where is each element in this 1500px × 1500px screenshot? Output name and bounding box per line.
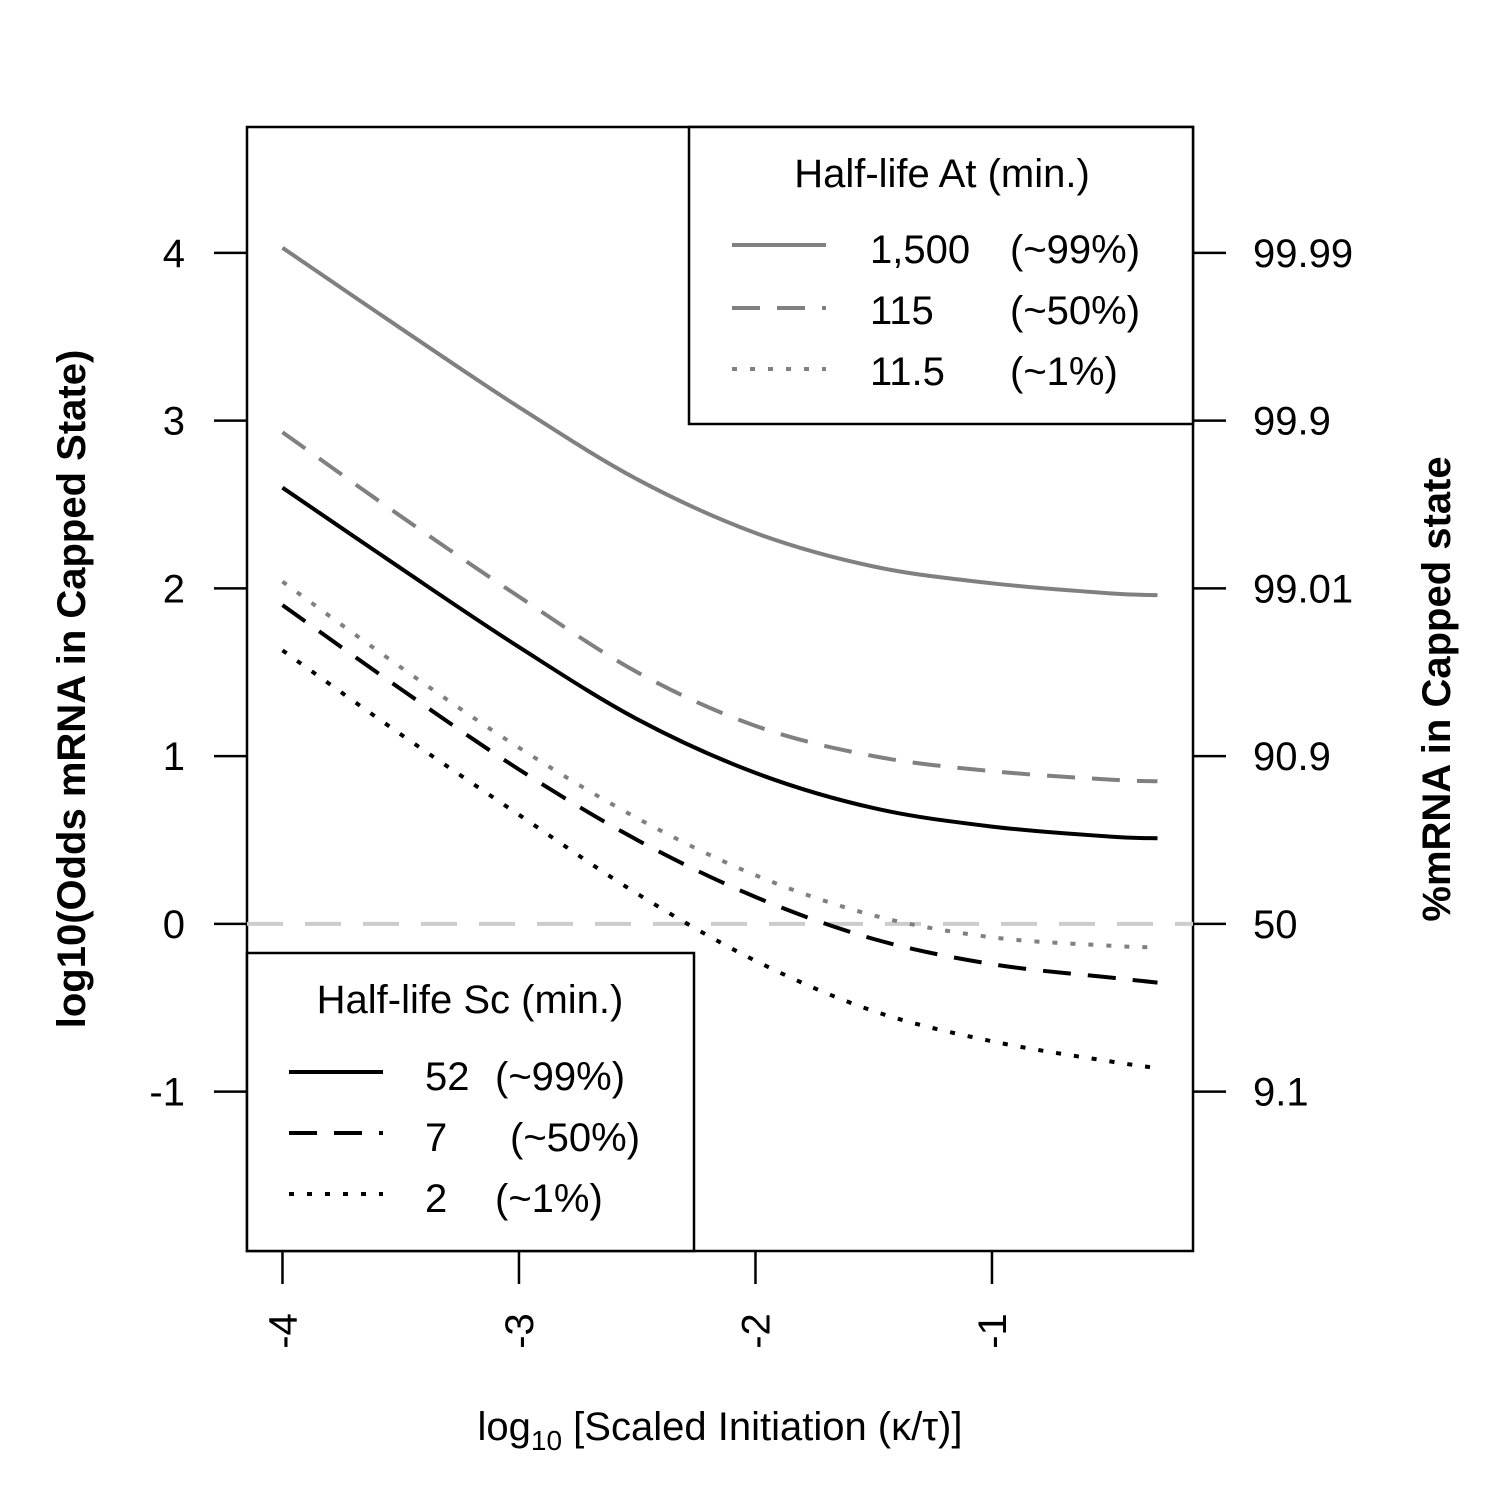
legend-sc-box [245,951,696,1253]
legend-at-box [687,125,1195,426]
legend-sc-value-1: 52 [425,1055,470,1099]
y2-tick-label: 90.9 [1253,735,1331,779]
legend-sc-pct-1: (~99%) [495,1055,625,1099]
legend-at-value-2: 115 [870,289,934,333]
y2-tick-label: 99.9 [1253,400,1331,444]
y2-tick-label: 99.99 [1253,232,1353,276]
series-group [281,246,1158,1071]
y2-tick-label: 9.1 [1253,1071,1309,1115]
legend-sc-value-3: 2 [425,1177,447,1221]
y-tick-label: 2 [163,567,185,611]
legend-at-title: Half-life At (min.) [794,152,1090,196]
y2-tick-label: 99.01 [1253,567,1353,611]
series-line-at-dashed [281,430,1158,784]
x-tick-label: -1 [971,1313,1015,1349]
legend-sc-title: Half-life Sc (min.) [317,978,624,1022]
x-axis-title: log10 [Scaled Initiation (κ/τ)] [478,1405,963,1456]
y-axis-left: -1 0 1 2 3 4 [149,232,247,1115]
x-tick-label: -2 [734,1313,778,1349]
y-tick-label: 3 [163,400,185,444]
legend-at-value-3: 11.5 [870,350,945,394]
y-tick-label: 0 [163,903,185,947]
y-tick-label: -1 [149,1071,185,1115]
y-axis-right: 9.1 50 90.9 99.01 99.9 99.99 [1193,232,1353,1115]
legend-at-pct-1: (~99%) [1010,228,1140,272]
x-axis: -4 -3 -2 -1 [261,1251,1015,1349]
series-line-at-solid [281,246,1158,598]
series-line-sc-dashed [281,603,1158,985]
series-line-sc-solid [281,486,1158,841]
series-line-sc-dotted [281,648,1158,1071]
legend-at-pct-3: (~1%) [1010,350,1118,394]
y2-axis-title: %mRNA in Capped state [1415,456,1459,921]
legend-at-pct-2: (~50%) [1010,289,1140,333]
legend-sc-pct-2: (~50%) [510,1116,640,1160]
legend-sc: Half-life Sc (min.) 52 (~99%) 7 (~50%) 2… [245,951,696,1253]
legend-sc-value-2: 7 [425,1116,447,1160]
y-tick-label: 4 [163,232,185,276]
x-tick-label: -3 [498,1313,542,1349]
y-tick-label: 1 [163,735,185,779]
series-line-at-dotted [281,579,1158,950]
legend-at-value-1: 1,500 [870,228,970,272]
legend-sc-pct-3: (~1%) [495,1177,603,1221]
legend-at: Half-life At (min.) 1,500 (~99%) 115 (~5… [687,125,1195,426]
x-tick-label: -4 [261,1313,305,1349]
y-axis-title: log10(Odds mRNA in Capped State) [50,350,94,1029]
y2-tick-label: 50 [1253,903,1298,947]
